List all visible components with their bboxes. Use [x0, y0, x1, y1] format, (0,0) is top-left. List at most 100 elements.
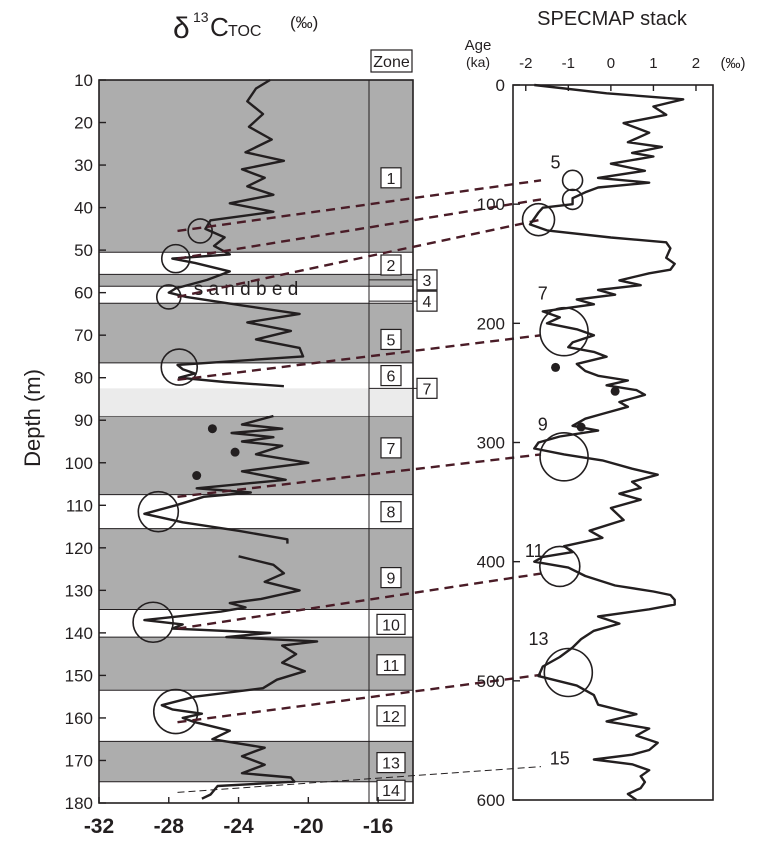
right-x-tick-label: -2 — [519, 55, 532, 72]
left-x-tick-label: -20 — [293, 815, 323, 838]
stage-label: 13 — [529, 629, 549, 649]
left-y-tick-label: 60 — [74, 284, 93, 303]
left-y-tick-label: 180 — [65, 794, 93, 813]
left-y-tick-label: 40 — [74, 199, 93, 218]
stage-label: 9 — [538, 415, 548, 435]
d13c-circle — [187, 218, 213, 244]
specmap-points-group — [551, 362, 620, 432]
sand-bed-label: s a n d b e d — [194, 279, 299, 300]
specmap-circle — [539, 545, 581, 588]
shaded-band — [99, 528, 413, 610]
d13c-series-line — [143, 555, 319, 800]
d13c-point — [207, 424, 217, 434]
zone-header: Zone — [373, 54, 410, 71]
zone-label: 7 — [423, 381, 432, 398]
d13c-points-group — [192, 424, 240, 481]
correlation-line — [177, 453, 542, 498]
right-y-tick-label: 200 — [477, 314, 505, 333]
zone-label: 1 — [387, 171, 396, 188]
right-y-tick-label: 600 — [477, 791, 505, 810]
zone-box — [416, 290, 438, 312]
left-y-tick-label: 150 — [65, 666, 93, 685]
zone-label: 10 — [382, 617, 400, 634]
left-y-tick-label: 170 — [65, 751, 93, 770]
zone-label: 7 — [387, 441, 396, 458]
correlation-line — [177, 218, 542, 299]
left-y-tick-label: 130 — [65, 581, 93, 600]
left-y-axis: 10 20 30 40 50 60 70 80 90 100 110 120 130 140 150 160 1… — [65, 71, 106, 813]
zone-label: 3 — [423, 273, 432, 290]
correlation-line — [177, 334, 542, 382]
left-y-tick-label: 10 — [74, 71, 93, 90]
right-y-tick-label: 300 — [477, 434, 505, 453]
age-label-line1: Age — [465, 37, 492, 54]
left-y-tick-label: 110 — [66, 496, 93, 515]
specmap-circles-group — [521, 169, 594, 698]
left-y-tick-label: 70 — [74, 326, 93, 345]
left-x-tick-label: -16 — [363, 815, 393, 838]
left-y-axis-label: Depth (m) — [20, 369, 45, 467]
left-x-tick-label: -28 — [154, 815, 185, 838]
specmap-point — [610, 386, 620, 396]
specmap-circle — [561, 169, 584, 192]
correlation-line — [177, 179, 542, 233]
left-y-tick-label: 30 — [74, 156, 93, 175]
zone-label: 4 — [423, 294, 432, 311]
specmap-circle — [539, 431, 589, 482]
left-title-subscript: TOC — [228, 23, 261, 40]
right-x-tick-label: 0 — [607, 55, 615, 72]
d13c-circle — [132, 601, 174, 644]
zone-box — [416, 377, 438, 399]
right-y-tick-label: 100 — [477, 195, 505, 214]
shaded-band — [99, 637, 413, 691]
zone-box — [380, 566, 402, 589]
d13c-circle — [160, 348, 199, 386]
zone-box — [380, 364, 402, 387]
right-y-tick-label: 500 — [477, 672, 505, 691]
stage-label: 5 — [551, 152, 561, 172]
d13c-circle — [137, 490, 180, 533]
stage-label: 11 — [525, 541, 544, 561]
zone-box — [380, 501, 402, 523]
d13c-point — [230, 447, 240, 457]
left-x-tick-label: -32 — [84, 815, 114, 838]
left-x-axis: -32 -28 -24 -20 -16 — [84, 797, 393, 838]
sand-bed — [99, 388, 413, 416]
zone-label: 8 — [387, 505, 396, 522]
left-y-tick-label: 90 — [74, 411, 93, 430]
left-title-c: C — [210, 12, 229, 42]
left-frame-rect — [98, 79, 414, 804]
age-label-line2: (ka) — [466, 54, 490, 70]
left-y-tick-label: 80 — [74, 369, 93, 388]
right-y-axis: 0 100 200 300 400 500 600 — [477, 76, 520, 810]
zone-box — [376, 654, 406, 676]
right-x-axis: -2 -1 0 1 2 — [519, 55, 700, 91]
zone-label: 6 — [387, 369, 396, 386]
zone-label: 2 — [387, 258, 396, 275]
correlation-lines-group — [177, 179, 542, 793]
right-units-label: (‰) — [721, 55, 746, 72]
specmap-point — [576, 422, 586, 432]
zone-box — [416, 269, 438, 291]
correlation-line — [177, 572, 542, 630]
right-x-tick-label: -1 — [562, 55, 575, 72]
right-title: SPECMAP stack — [537, 8, 688, 30]
zone-label: 9 — [387, 571, 396, 588]
zone-box — [376, 613, 406, 635]
specmap-circle — [539, 306, 589, 357]
right-y-tick-label: 0 — [496, 76, 505, 95]
zone-box — [376, 705, 406, 727]
stage-label: 7 — [538, 284, 548, 304]
specmap-series-group — [528, 83, 685, 801]
left-plot-frame — [98, 79, 414, 804]
left-title-superscript: 13 — [193, 9, 209, 25]
correlation-line — [177, 766, 542, 793]
right-y-tick-label: 400 — [477, 553, 505, 572]
zone-header-box — [370, 49, 413, 73]
specmap-circle — [561, 188, 584, 211]
zone-box — [376, 751, 406, 774]
left-x-tick-label: -24 — [223, 815, 254, 838]
sand-bed-band — [99, 388, 413, 416]
left-y-tick-label: 20 — [74, 114, 93, 133]
left-y-tick-label: 100 — [65, 454, 93, 473]
